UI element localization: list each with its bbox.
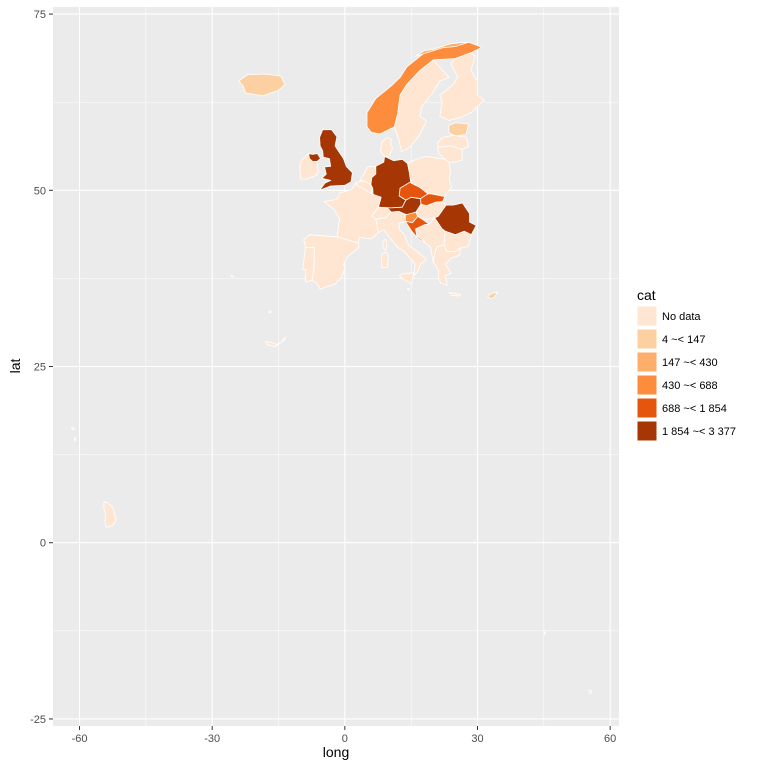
legend-key <box>636 420 658 442</box>
region-sweden <box>393 59 450 152</box>
x-tick-label: 0 <box>342 733 348 745</box>
region-denmark <box>380 136 394 157</box>
region-sicily <box>399 272 415 285</box>
region-corsica <box>382 239 388 252</box>
x-axis: -60 -30 0 30 60 <box>72 726 616 745</box>
x-tick-label: -30 <box>204 733 220 745</box>
region-azores <box>230 275 234 278</box>
legend-label: 688 ~< 1 854 <box>662 403 727 415</box>
legend-label: 147 ~< 430 <box>662 357 718 369</box>
region-guadeloupe <box>71 426 75 431</box>
region-united-kingdom <box>319 129 353 191</box>
legend-title: cat <box>637 287 656 303</box>
region-finland <box>439 52 485 121</box>
major-gridlines <box>53 7 619 726</box>
region-svalbard-like-north <box>415 41 470 57</box>
x-tick-label: 30 <box>471 733 483 745</box>
legend-key <box>636 328 658 350</box>
legend: cat No data 4 ~< 147 147 ~< 430 430 ~< 688 6… <box>636 287 736 442</box>
map-regions <box>71 41 592 694</box>
legend-label: No data <box>662 311 701 323</box>
y-tick-label: 50 <box>34 185 46 197</box>
y-tick-label: -25 <box>30 714 46 726</box>
region-crete <box>448 292 462 297</box>
legend-key <box>636 397 658 419</box>
y-tick-label: 25 <box>34 362 46 374</box>
y-tick-label: 75 <box>34 9 46 21</box>
region-greece <box>432 244 461 286</box>
y-axis: -25 0 25 50 75 <box>30 9 53 726</box>
legend-key <box>636 351 658 373</box>
region-malta <box>407 287 410 291</box>
legend-label: 1 854 ~< 3 377 <box>662 426 736 438</box>
region-canary-islands <box>265 336 286 348</box>
region-madeira <box>268 310 272 314</box>
region-iceland <box>238 73 286 97</box>
region-sardinia <box>380 251 389 269</box>
region-french-guiana <box>103 501 117 528</box>
region-mayotte <box>543 631 546 635</box>
region-martinique <box>73 437 77 442</box>
region-cyprus <box>487 291 498 300</box>
region-northern-ireland <box>308 153 321 162</box>
y-axis-title: lat <box>7 359 23 374</box>
legend-label: 4 ~< 147 <box>662 334 705 346</box>
legend-items: No data 4 ~< 147 147 ~< 430 430 ~< 688 688 ~… <box>636 305 736 442</box>
region-portugal <box>302 246 315 283</box>
y-tick-label: 0 <box>40 538 46 550</box>
legend-key <box>636 374 658 396</box>
x-axis-title: long <box>323 744 349 760</box>
region-reunion <box>588 689 592 694</box>
x-tick-label: -60 <box>72 733 88 745</box>
x-tick-label: 60 <box>604 733 616 745</box>
region-lithuania <box>437 145 463 163</box>
region-italy <box>375 210 428 277</box>
legend-key <box>636 305 658 327</box>
region-estonia <box>448 122 470 137</box>
legend-label: 430 ~< 688 <box>662 380 718 392</box>
